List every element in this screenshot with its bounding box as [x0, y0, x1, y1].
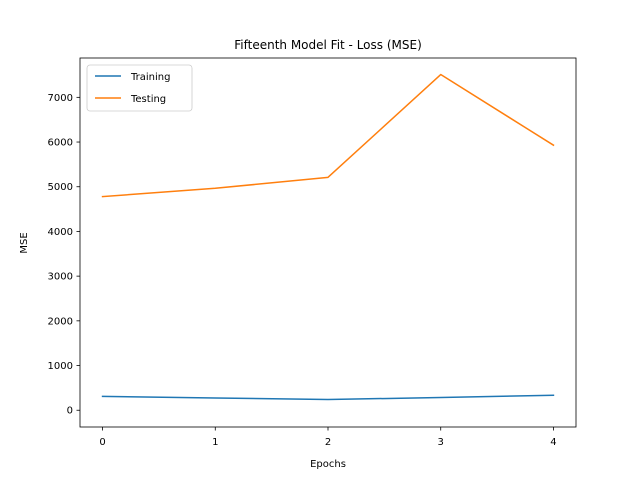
x-tick-label: 3: [438, 437, 444, 448]
x-tick-label: 0: [99, 437, 105, 448]
y-tick-label: 3000: [48, 272, 73, 283]
y-tick-label: 4000: [48, 227, 73, 238]
x-tick-label: 2: [325, 437, 331, 448]
legend-label-training: Training: [130, 72, 170, 83]
series-line-testing: [101, 73, 555, 198]
legend: Training Testing: [86, 64, 193, 112]
x-tick-label: 1: [212, 437, 218, 448]
y-tick-label: 2000: [48, 316, 73, 327]
y-axis-ticks: 0 1000 2000 3000 4000 5000 6000 7000: [48, 93, 80, 417]
x-axis-label: Epochs: [310, 459, 346, 470]
y-tick-label: 7000: [48, 93, 73, 104]
y-axis-label: MSE: [19, 232, 30, 253]
chart-title: Fifteenth Model Fit - Loss (MSE): [234, 38, 422, 52]
y-tick-label: 1000: [48, 361, 73, 372]
y-tick-label: 5000: [48, 182, 73, 193]
x-axis-ticks: 0 1 2 3 4: [99, 427, 557, 448]
y-tick-label: 6000: [48, 138, 73, 149]
x-tick-label: 4: [550, 437, 556, 448]
series-line-training: [101, 394, 555, 401]
legend-label-testing: Testing: [130, 94, 166, 105]
series-lines: [101, 73, 555, 401]
y-tick-label: 0: [67, 406, 73, 417]
